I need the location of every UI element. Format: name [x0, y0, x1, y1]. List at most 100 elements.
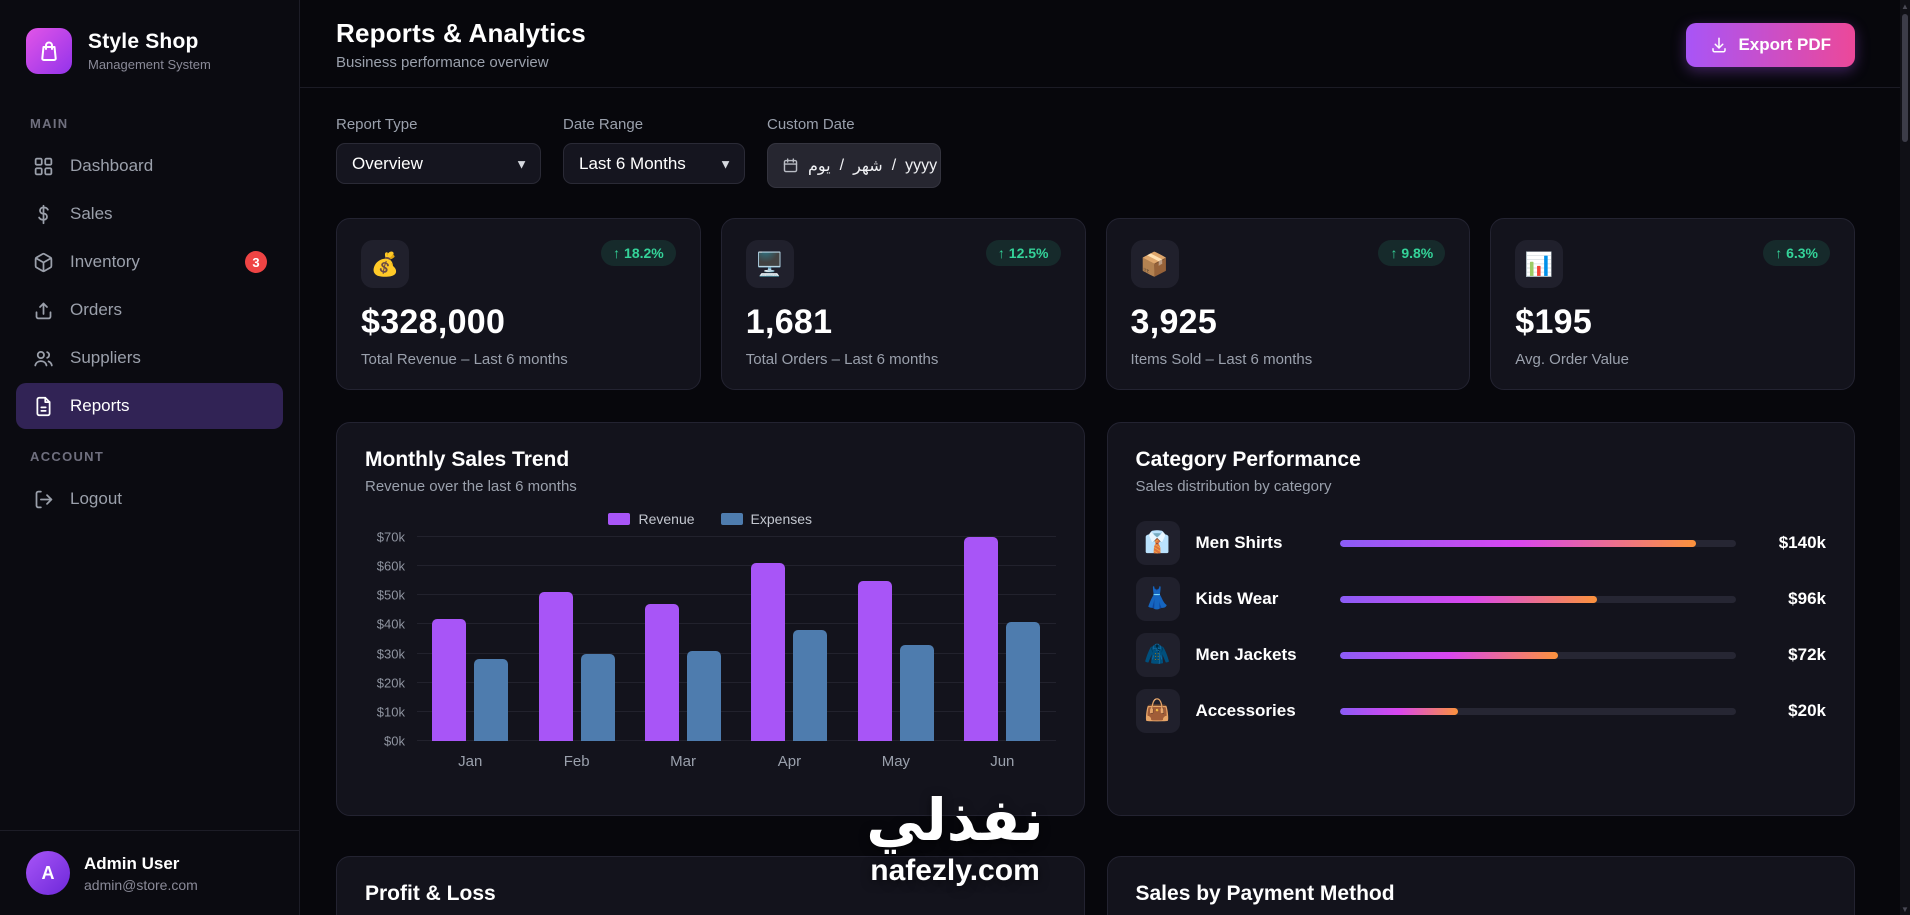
grid-icon	[32, 155, 54, 177]
date-range-select[interactable]: Last 6 Months	[563, 143, 745, 184]
export-pdf-label: Export PDF	[1738, 34, 1831, 54]
category-label: Men Jackets	[1195, 645, 1297, 664]
bar-group	[630, 537, 736, 741]
monthly-sales-trend-card: Monthly Sales Trend Revenue over the las…	[336, 422, 1085, 816]
stat-value: 3,925	[1130, 303, 1218, 341]
category-performance-card: Category Performance Sales distribution …	[1106, 422, 1855, 816]
logout-icon	[32, 488, 54, 510]
progress-track	[1339, 595, 1736, 603]
bars-area	[417, 537, 1056, 741]
date-separator: /	[839, 156, 845, 174]
sidebar-item-sales[interactable]: Sales	[16, 191, 283, 237]
sidebar-item-label: Sales	[70, 204, 113, 223]
content: Report Type Overview ▼ Date Range Last 6…	[300, 88, 1910, 915]
dollar-icon	[32, 203, 54, 225]
plot-area	[417, 536, 1056, 741]
category-value: $96k	[1788, 589, 1826, 608]
sidebar-item-logout[interactable]: Logout	[16, 476, 283, 522]
sidebar: Style Shop Management System MAIN Dashbo…	[0, 0, 300, 915]
filter-custom-date: Custom Date يوم / شهر / yyyy	[767, 116, 941, 188]
sidebar-item-label: Suppliers	[70, 348, 141, 367]
stat-card-items-sold: 📦 ↑ 9.8% 3,925 Items Sold – Last 6 month…	[1105, 218, 1471, 390]
sidebar-item-orders[interactable]: Orders	[16, 287, 283, 333]
gridline	[417, 652, 1056, 654]
stat-card-orders: 🖥️ ↑ 12.5% 1,681 Total Orders – Last 6 m…	[720, 218, 1086, 390]
dress-icon: 👗	[1135, 577, 1180, 621]
user-email: admin@store.com	[84, 876, 198, 893]
sidebar-item-reports[interactable]: Reports	[16, 383, 283, 429]
bar-revenue-jun	[964, 537, 999, 741]
payment-method-card: Sales by Payment Method	[1106, 856, 1855, 915]
gridline	[417, 740, 1056, 741]
file-icon	[32, 395, 54, 417]
scrollbar-down-arrow[interactable]: ▼	[1901, 904, 1909, 914]
progress-fill	[1339, 651, 1558, 659]
progress-fill	[1339, 539, 1697, 547]
change-badge: ↑ 6.3%	[1763, 240, 1830, 266]
x-tick-label: Apr	[777, 753, 802, 770]
stat-value: $195	[1515, 303, 1593, 341]
page-header: Reports & Analytics Business performance…	[300, 0, 1910, 88]
card-title: Sales by Payment Method	[1135, 882, 1395, 905]
sidebar-item-label: Orders	[70, 300, 122, 319]
custom-date-input[interactable]: يوم / شهر / yyyy	[767, 143, 941, 188]
date-separator: /	[891, 156, 897, 174]
page-header-text: Reports & Analytics Business performance…	[336, 18, 586, 71]
upload-icon	[32, 299, 54, 321]
export-pdf-button[interactable]: Export PDF	[1686, 22, 1855, 67]
date-placeholder-month: شهر	[853, 157, 883, 175]
legend-label: Revenue	[638, 511, 695, 527]
legend-swatch	[608, 513, 631, 525]
report-type-select[interactable]: Overview	[336, 143, 541, 184]
date-placeholder-day: يوم	[808, 157, 831, 175]
download-icon	[1712, 37, 1727, 52]
shopping-bag-icon	[41, 41, 57, 61]
sidebar-item-dashboard[interactable]: Dashboard	[16, 143, 283, 189]
legend-swatch	[720, 513, 743, 525]
scrollbar-thumb[interactable]	[1902, 14, 1908, 142]
category-row-men-jackets: 🧥 Men Jackets $72k	[1135, 633, 1826, 677]
sidebar-section-account: ACCOUNT	[30, 449, 105, 464]
calendar-icon	[783, 158, 798, 173]
bar-group	[843, 537, 949, 741]
sidebar-section-main: MAIN	[30, 116, 69, 131]
progress-track	[1339, 539, 1736, 547]
category-value: $20k	[1788, 701, 1826, 720]
sidebar-item-inventory[interactable]: Inventory 3	[16, 239, 283, 285]
sidebar-item-suppliers[interactable]: Suppliers	[16, 335, 283, 381]
card-title: Monthly Sales Trend	[365, 448, 570, 471]
filter-date-range: Date Range Last 6 Months ▼	[563, 116, 745, 188]
jacket-icon: 🧥	[1135, 633, 1180, 677]
sidebar-item-label: Inventory	[70, 252, 140, 271]
stat-label: Total Revenue – Last 6 months	[361, 351, 568, 368]
bottom-cards-row: Profit & Loss Sales by Payment Method	[336, 856, 1855, 915]
scrollbar[interactable]: ▲ ▼	[1900, 0, 1910, 915]
y-tick-label: $0k	[384, 733, 405, 749]
stat-cards: 💰 ↑ 18.2% $328,000 Total Revenue – Last …	[336, 218, 1855, 390]
y-axis: $0k $10k $20k $30k $40k $50k $60k $70k	[365, 530, 417, 749]
stat-card-revenue: 💰 ↑ 18.2% $328,000 Total Revenue – Last …	[336, 218, 701, 390]
user-name: Admin User	[84, 853, 180, 873]
y-tick-label: $60k	[376, 558, 405, 574]
gridline	[417, 623, 1056, 625]
bar-group	[949, 537, 1055, 741]
progress-track	[1339, 651, 1736, 659]
package-icon: 📦	[1130, 240, 1179, 288]
shirt-icon: 👔	[1135, 521, 1180, 565]
bar-expenses-jun	[1006, 621, 1041, 741]
bar-expenses-mar	[687, 650, 722, 741]
y-tick-label: $30k	[376, 646, 405, 662]
bar-revenue-may	[857, 580, 892, 741]
user-info: Admin User admin@store.com	[84, 854, 198, 893]
bar-group	[736, 537, 842, 741]
change-badge: ↑ 12.5%	[985, 240, 1061, 266]
card-title: Category Performance	[1135, 448, 1361, 471]
gridline	[417, 710, 1056, 712]
category-row-accessories: 👜 Accessories $20k	[1135, 689, 1826, 733]
brand-logo	[26, 28, 72, 74]
progress-fill	[1339, 707, 1459, 715]
sidebar-item-label: Reports	[70, 396, 130, 415]
scrollbar-up-arrow[interactable]: ▲	[1901, 1, 1909, 11]
brand-text: Style Shop Management System	[88, 30, 211, 72]
date-range-label: Date Range	[563, 116, 644, 133]
